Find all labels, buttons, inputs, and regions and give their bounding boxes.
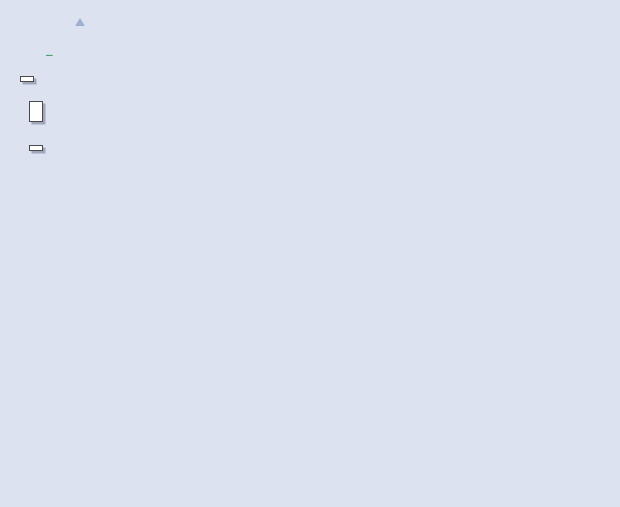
chart-plot-layer (0, 0, 620, 507)
stockcharts-spx-chart: — (0, 0, 620, 507)
